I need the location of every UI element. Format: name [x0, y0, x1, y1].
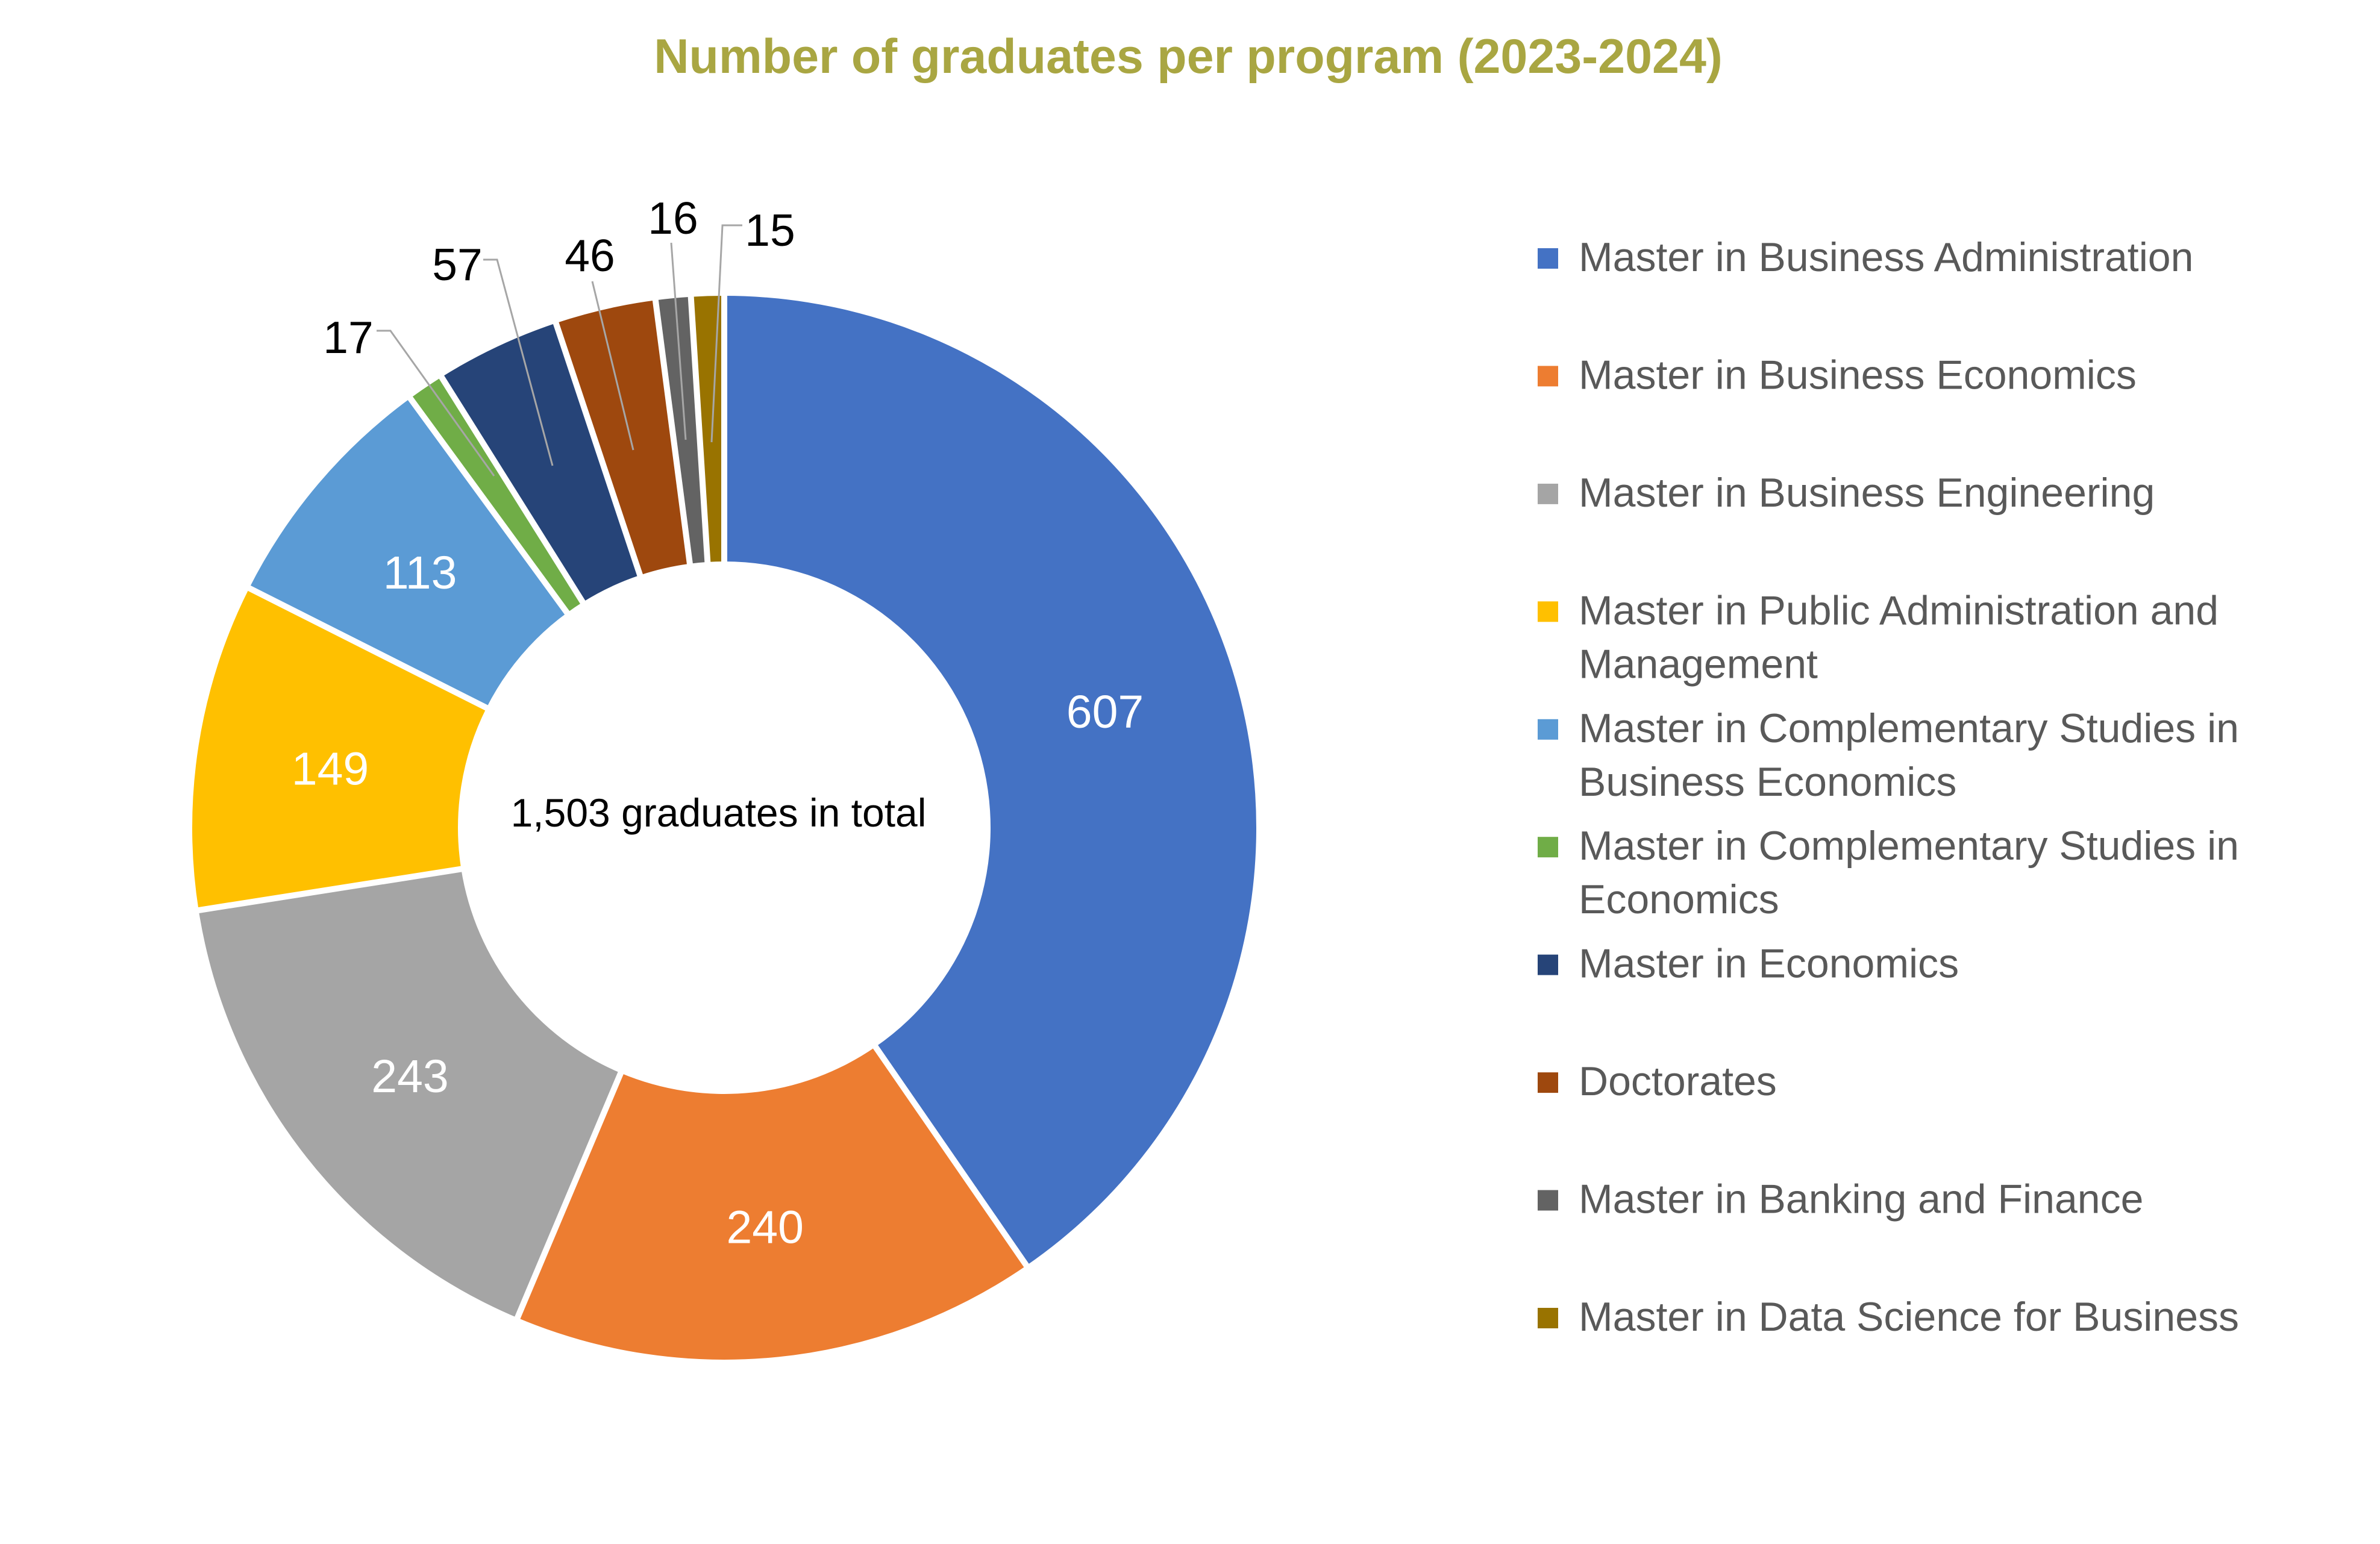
- svg-text:Master in Complementary Studie: Master in Complementary Studies in: [1579, 823, 2239, 869]
- svg-text:57: 57: [432, 239, 482, 290]
- svg-text:Doctorates: Doctorates: [1579, 1058, 1777, 1104]
- svg-text:Master in Data Science for Bus: Master in Data Science for Business: [1579, 1294, 2239, 1340]
- svg-text:Number of graduates per progra: Number of graduates per program (2023-20…: [654, 30, 1723, 84]
- svg-text:113: 113: [383, 547, 457, 599]
- svg-text:46: 46: [565, 230, 615, 281]
- svg-text:15: 15: [745, 205, 795, 255]
- svg-text:240: 240: [726, 1202, 803, 1254]
- svg-text:Management: Management: [1579, 641, 1818, 687]
- svg-text:16: 16: [648, 193, 698, 243]
- svg-text:Master in Public Administratio: Master in Public Administration and: [1579, 587, 2219, 633]
- svg-text:243: 243: [371, 1051, 448, 1102]
- svg-text:Master in Business Economics: Master in Business Economics: [1579, 352, 2137, 398]
- svg-text:Master in Complementary Studie: Master in Complementary Studies in: [1579, 705, 2239, 751]
- svg-text:Master in Business Administrat: Master in Business Administration: [1579, 234, 2193, 280]
- svg-text:Economics: Economics: [1579, 877, 1779, 922]
- svg-text:607: 607: [1066, 686, 1144, 738]
- svg-text:17: 17: [323, 312, 373, 363]
- svg-text:Business Economics: Business Economics: [1579, 759, 1956, 805]
- svg-text:1,503 graduates in total: 1,503 graduates in total: [511, 790, 927, 835]
- svg-text:Master in Economics: Master in Economics: [1579, 941, 1959, 987]
- svg-text:Master in Banking and Finance: Master in Banking and Finance: [1579, 1177, 2143, 1222]
- svg-text:149: 149: [292, 743, 369, 795]
- svg-text:Master in Business Engineering: Master in Business Engineering: [1579, 470, 2155, 516]
